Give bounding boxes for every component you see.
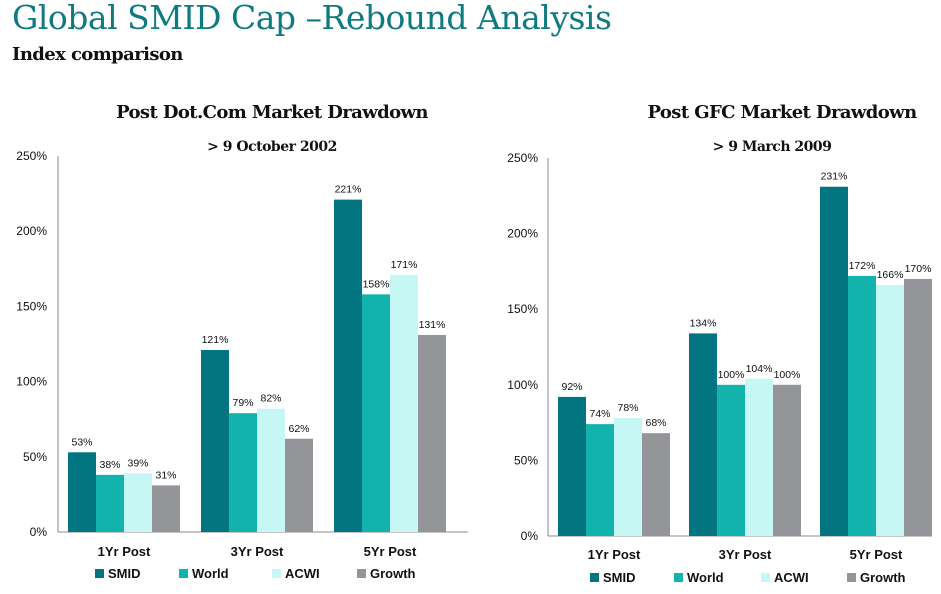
data-label: 39% — [127, 457, 148, 469]
y-tick-label: 150% — [16, 299, 47, 313]
legend-swatch-smid — [95, 569, 104, 578]
bar-smid-3yr-post — [689, 333, 717, 536]
data-label: 171% — [391, 259, 418, 271]
data-label: 172% — [849, 260, 876, 272]
data-label: 79% — [232, 397, 253, 409]
x-tick-label: 1Yr Post — [98, 544, 151, 559]
chart-subtitle: > 9 October 2002 — [207, 139, 337, 155]
bar-smid-5yr-post — [334, 199, 362, 532]
bar-smid-3yr-post — [201, 350, 229, 532]
data-label: 100% — [774, 369, 801, 381]
legend-label-world: World — [192, 566, 229, 581]
bar-smid-1yr-post — [558, 396, 586, 536]
bar-world-1yr-post — [586, 424, 614, 536]
data-label: 68% — [645, 417, 666, 429]
bar-world-1yr-post — [96, 474, 124, 532]
data-label: 53% — [71, 436, 92, 448]
page-title: Global SMID Cap –Rebound Analysis — [12, 0, 612, 37]
y-tick-label: 100% — [16, 375, 47, 389]
x-tick-label: 3Yr Post — [719, 547, 772, 562]
chart-dotcom: Post Dot.Com Market Drawdown > 9 October… — [16, 102, 468, 581]
bar-world-3yr-post — [717, 384, 745, 536]
legend-swatch-growth — [847, 573, 856, 582]
y-tick-label: 250% — [507, 151, 538, 165]
x-tick-label: 3Yr Post — [231, 544, 284, 559]
bar-world-5yr-post — [848, 275, 876, 536]
legend-label-smid: SMID — [603, 570, 636, 585]
legend-label-growth: Growth — [860, 570, 906, 585]
data-label: 158% — [363, 278, 390, 290]
bar-acwi-3yr-post — [745, 378, 773, 536]
legend-swatch-world — [179, 569, 188, 578]
x-tick-label: 5Yr Post — [364, 544, 417, 559]
data-label: 82% — [260, 393, 281, 405]
data-label: 231% — [821, 171, 848, 183]
data-label: 166% — [877, 269, 904, 281]
bar-acwi-5yr-post — [876, 285, 904, 536]
bar-smid-5yr-post — [820, 186, 848, 536]
y-tick-label: 0% — [521, 529, 539, 543]
bar-growth-3yr-post — [285, 438, 313, 532]
data-label: 100% — [718, 369, 745, 381]
legend-label-growth: Growth — [370, 566, 416, 581]
bar-world-5yr-post — [362, 294, 390, 532]
data-label: 121% — [202, 334, 229, 346]
legend-swatch-world — [674, 573, 683, 582]
page-subtitle: Index comparison — [12, 44, 183, 65]
legend-swatch-acwi — [761, 573, 770, 582]
legend-label-smid: SMID — [108, 566, 141, 581]
bar-growth-1yr-post — [642, 433, 670, 536]
y-tick-label: 0% — [30, 525, 48, 539]
x-tick-label: 1Yr Post — [588, 547, 641, 562]
bar-acwi-1yr-post — [124, 473, 152, 532]
chart-subtitle: > 9 March 2009 — [713, 139, 832, 155]
data-label: 104% — [746, 363, 773, 375]
bar-growth-1yr-post — [152, 485, 180, 532]
legend-swatch-acwi — [272, 569, 281, 578]
y-tick-label: 50% — [23, 450, 47, 464]
data-label: 38% — [99, 459, 120, 471]
bar-smid-1yr-post — [68, 452, 96, 532]
data-label: 131% — [419, 319, 446, 331]
bar-acwi-5yr-post — [390, 274, 418, 532]
y-tick-label: 150% — [507, 302, 538, 316]
bar-growth-5yr-post — [418, 334, 446, 532]
data-label: 74% — [589, 408, 610, 420]
bar-acwi-3yr-post — [257, 408, 285, 532]
y-tick-label: 250% — [16, 149, 47, 163]
y-tick-label: 50% — [514, 453, 538, 467]
data-label: 221% — [335, 184, 362, 196]
legend-label-acwi: ACWI — [285, 566, 320, 581]
chart-gfc: Post GFC Market Drawdown > 9 March 2009 … — [507, 102, 932, 585]
data-label: 134% — [690, 317, 717, 329]
y-tick-label: 200% — [16, 224, 47, 238]
y-tick-label: 100% — [507, 378, 538, 392]
chart-title: Post GFC Market Drawdown — [647, 102, 917, 123]
data-label: 170% — [905, 263, 932, 275]
data-label: 62% — [288, 423, 309, 435]
data-label: 92% — [561, 381, 582, 393]
data-label: 78% — [617, 402, 638, 414]
legend-label-world: World — [687, 570, 724, 585]
bar-growth-5yr-post — [904, 278, 932, 536]
legend-label-acwi: ACWI — [774, 570, 809, 585]
legend-swatch-smid — [590, 573, 599, 582]
bar-growth-3yr-post — [773, 384, 801, 536]
x-tick-label: 5Yr Post — [850, 547, 903, 562]
chart-title: Post Dot.Com Market Drawdown — [116, 102, 428, 123]
bar-acwi-1yr-post — [614, 418, 642, 536]
data-label: 31% — [155, 469, 176, 481]
legend-swatch-growth — [357, 569, 366, 578]
y-tick-label: 200% — [507, 227, 538, 241]
bar-world-3yr-post — [229, 413, 257, 532]
